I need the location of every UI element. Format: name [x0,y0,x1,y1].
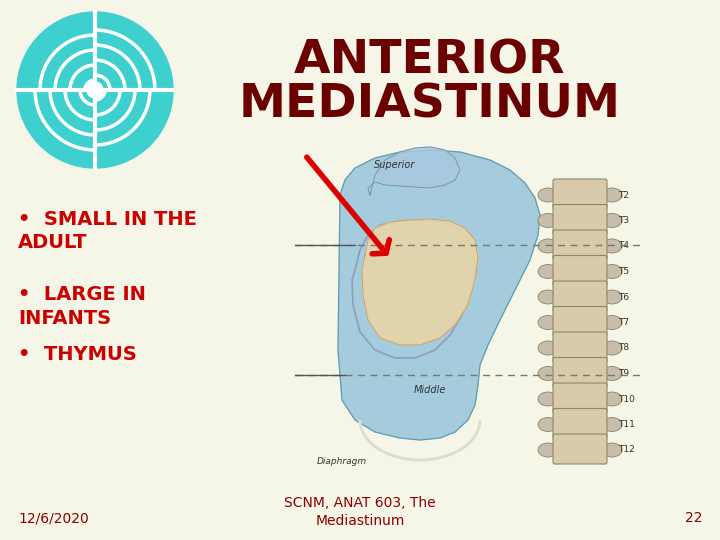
Ellipse shape [602,239,622,253]
Text: Diaphragm: Diaphragm [317,457,367,467]
Polygon shape [368,147,460,195]
Circle shape [17,12,173,168]
Text: T5: T5 [618,267,629,276]
Ellipse shape [602,417,622,431]
Ellipse shape [538,392,558,406]
Text: •  LARGE IN
INFANTS: • LARGE IN INFANTS [18,285,146,327]
Polygon shape [338,150,540,440]
Text: MEDIASTINUM: MEDIASTINUM [239,82,621,127]
Ellipse shape [602,367,622,381]
Ellipse shape [602,392,622,406]
FancyBboxPatch shape [553,383,607,413]
Ellipse shape [602,188,622,202]
FancyBboxPatch shape [553,230,607,260]
Text: SCNM, ANAT 603, The
Mediastinum: SCNM, ANAT 603, The Mediastinum [284,496,436,528]
Text: •  SMALL IN THE
ADULT: • SMALL IN THE ADULT [18,210,197,253]
Ellipse shape [602,290,622,304]
Text: T11: T11 [618,420,635,429]
FancyBboxPatch shape [553,281,607,311]
Text: T10: T10 [618,395,635,403]
Text: T12: T12 [618,446,635,455]
Text: Middle: Middle [414,385,446,395]
Text: T4: T4 [618,241,629,251]
Text: T7: T7 [618,318,629,327]
Ellipse shape [538,341,558,355]
Ellipse shape [538,315,558,329]
Ellipse shape [602,213,622,227]
Ellipse shape [538,290,558,304]
FancyBboxPatch shape [553,179,607,209]
Ellipse shape [538,443,558,457]
Text: •  THYMUS: • THYMUS [18,345,137,364]
Text: Superior: Superior [374,160,415,170]
Text: 12/6/2020: 12/6/2020 [18,511,89,525]
Text: T2: T2 [618,191,629,199]
FancyBboxPatch shape [553,307,607,336]
Text: T9: T9 [618,369,629,378]
Ellipse shape [602,341,622,355]
FancyBboxPatch shape [553,434,607,464]
Ellipse shape [538,188,558,202]
FancyBboxPatch shape [553,205,607,234]
Text: T3: T3 [618,216,629,225]
Text: T6: T6 [618,293,629,301]
Ellipse shape [538,213,558,227]
FancyBboxPatch shape [553,357,607,388]
Ellipse shape [538,367,558,381]
Circle shape [87,82,103,98]
Ellipse shape [538,265,558,279]
Text: T8: T8 [618,343,629,353]
Ellipse shape [602,265,622,279]
Ellipse shape [602,443,622,457]
Ellipse shape [538,239,558,253]
Ellipse shape [602,315,622,329]
FancyBboxPatch shape [553,408,607,438]
Polygon shape [362,219,478,345]
FancyBboxPatch shape [553,255,607,286]
Text: ANTERIOR: ANTERIOR [294,38,566,83]
FancyBboxPatch shape [553,332,607,362]
Text: 22: 22 [685,511,702,525]
Ellipse shape [538,417,558,431]
